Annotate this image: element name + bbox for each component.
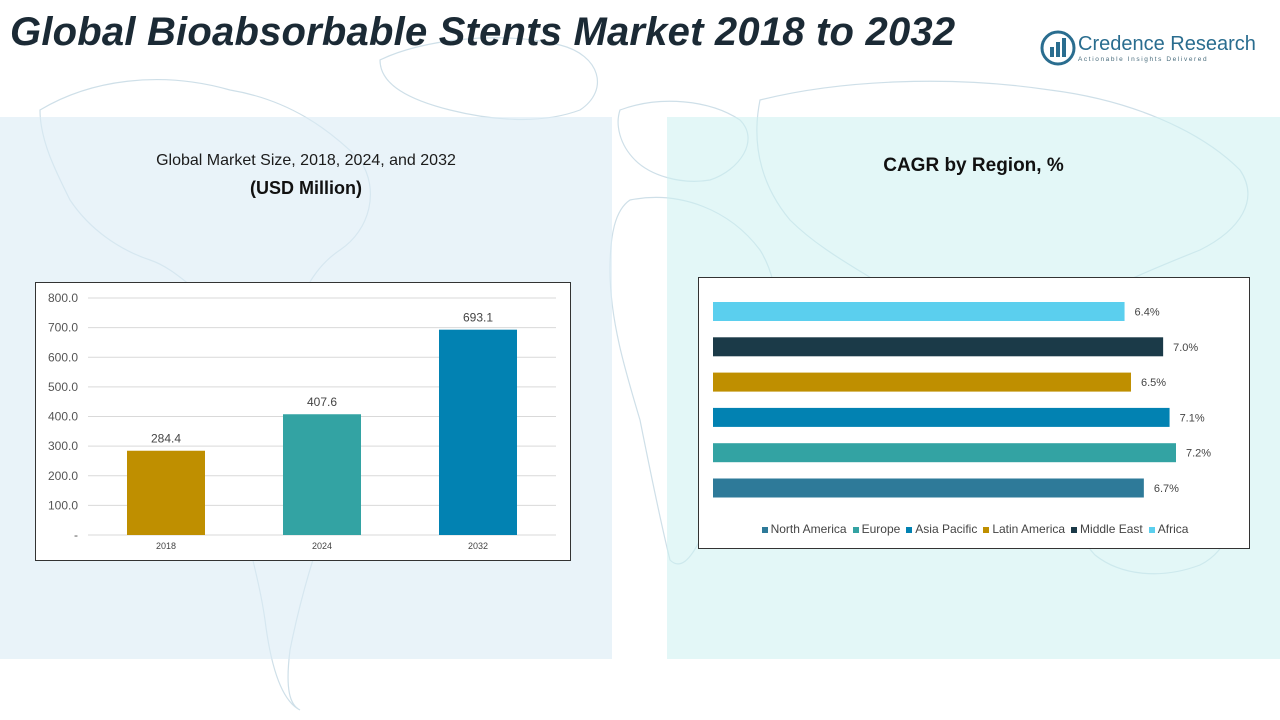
legend-swatch xyxy=(983,526,990,533)
bar-2032 xyxy=(439,329,517,535)
legend-label: North America xyxy=(770,522,847,536)
cagr-chart-title: CAGR by Region, % xyxy=(883,155,1064,176)
bar-value-label: 407.6 xyxy=(307,395,337,409)
market-size-chart-unit: (USD Million) xyxy=(250,178,362,198)
brand-name: Credence Research xyxy=(1078,33,1256,55)
cagr-legend: North America Europe Asia Pacific Latin Ame… xyxy=(699,522,1251,536)
hbar-value-label: 6.4% xyxy=(1135,307,1160,319)
hbar-value-label: 7.0% xyxy=(1173,342,1198,354)
y-tick-label: 100.0 xyxy=(48,498,78,512)
cagr-chart: 6.4% 7.0% 6.5% 7.1% 7.2% 6.7% North America Eu… xyxy=(698,277,1250,549)
market-size-chart-svg: - 100.0 200.0 300.0 400.0 500.0 600.0 700.0 800.… xyxy=(48,291,556,551)
bar-value-label: 284.4 xyxy=(151,432,181,446)
legend-item: Asia Pacific xyxy=(906,522,977,536)
cagr-chart-svg: 6.4% 7.0% 6.5% 7.1% 7.2% 6.7% xyxy=(713,302,1211,498)
legend-swatch xyxy=(1071,526,1078,533)
y-tick-label: 500.0 xyxy=(48,380,78,394)
hbar-africa xyxy=(713,302,1125,321)
legend-swatch xyxy=(761,526,768,533)
page-title-text: Global Bioabsorbable Stents Market 2018 … xyxy=(10,10,956,54)
hbar-value-label: 7.1% xyxy=(1180,412,1205,424)
hbar-value-label: 6.5% xyxy=(1141,377,1166,389)
bar-2018 xyxy=(127,450,205,535)
legend-label: Middle East xyxy=(1080,522,1143,536)
legend-item: Europe xyxy=(852,522,901,536)
legend-label: Europe xyxy=(861,522,901,536)
x-tick-label: 2024 xyxy=(312,541,332,551)
y-tick-label: 300.0 xyxy=(48,439,78,453)
legend-item: Middle East xyxy=(1071,522,1143,536)
brand-logo: Credence Research Actionable Insights De… xyxy=(1040,30,1260,70)
brand-tagline: Actionable Insights Delivered xyxy=(1078,56,1209,63)
market-size-chart-title: Global Market Size, 2018, 2024, and 2032 xyxy=(156,152,456,169)
y-tick-label: 700.0 xyxy=(48,321,78,335)
legend-swatch xyxy=(852,526,859,533)
hbar-latin-america xyxy=(713,372,1131,392)
hbar-europe xyxy=(713,443,1176,463)
bar-value-label: 693.1 xyxy=(463,311,493,325)
legend-label: Latin America xyxy=(992,522,1066,536)
legend-swatch xyxy=(906,526,913,533)
legend-item: North America xyxy=(761,522,847,536)
y-tick-label: 400.0 xyxy=(48,410,78,424)
hbar-value-label: 6.7% xyxy=(1154,483,1179,495)
legend-item: Latin America xyxy=(983,522,1065,536)
x-tick-label: 2032 xyxy=(468,541,488,551)
page-title: Global Bioabsorbable Stents Market 2018 … xyxy=(10,10,955,55)
hbar-asia-pacific xyxy=(713,407,1170,427)
y-tick-label: 800.0 xyxy=(48,291,78,305)
x-tick-label: 2018 xyxy=(156,541,176,551)
y-tick-label: 600.0 xyxy=(48,350,78,364)
y-tick-label: - xyxy=(74,528,78,542)
bar-2024 xyxy=(283,414,361,535)
market-size-chart: - 100.0 200.0 300.0 400.0 500.0 600.0 700.0 800.… xyxy=(35,282,571,561)
legend-label: Africa xyxy=(1157,522,1189,536)
legend-label: Asia Pacific xyxy=(915,522,978,536)
bar-chart-logo-icon xyxy=(1040,30,1076,66)
hbar-value-label: 7.2% xyxy=(1186,448,1211,460)
hbar-middle-east xyxy=(713,337,1164,357)
hbar-north-america xyxy=(713,478,1144,498)
legend-swatch xyxy=(1148,526,1155,533)
legend-item: Africa xyxy=(1148,522,1189,536)
y-tick-label: 200.0 xyxy=(48,469,78,483)
